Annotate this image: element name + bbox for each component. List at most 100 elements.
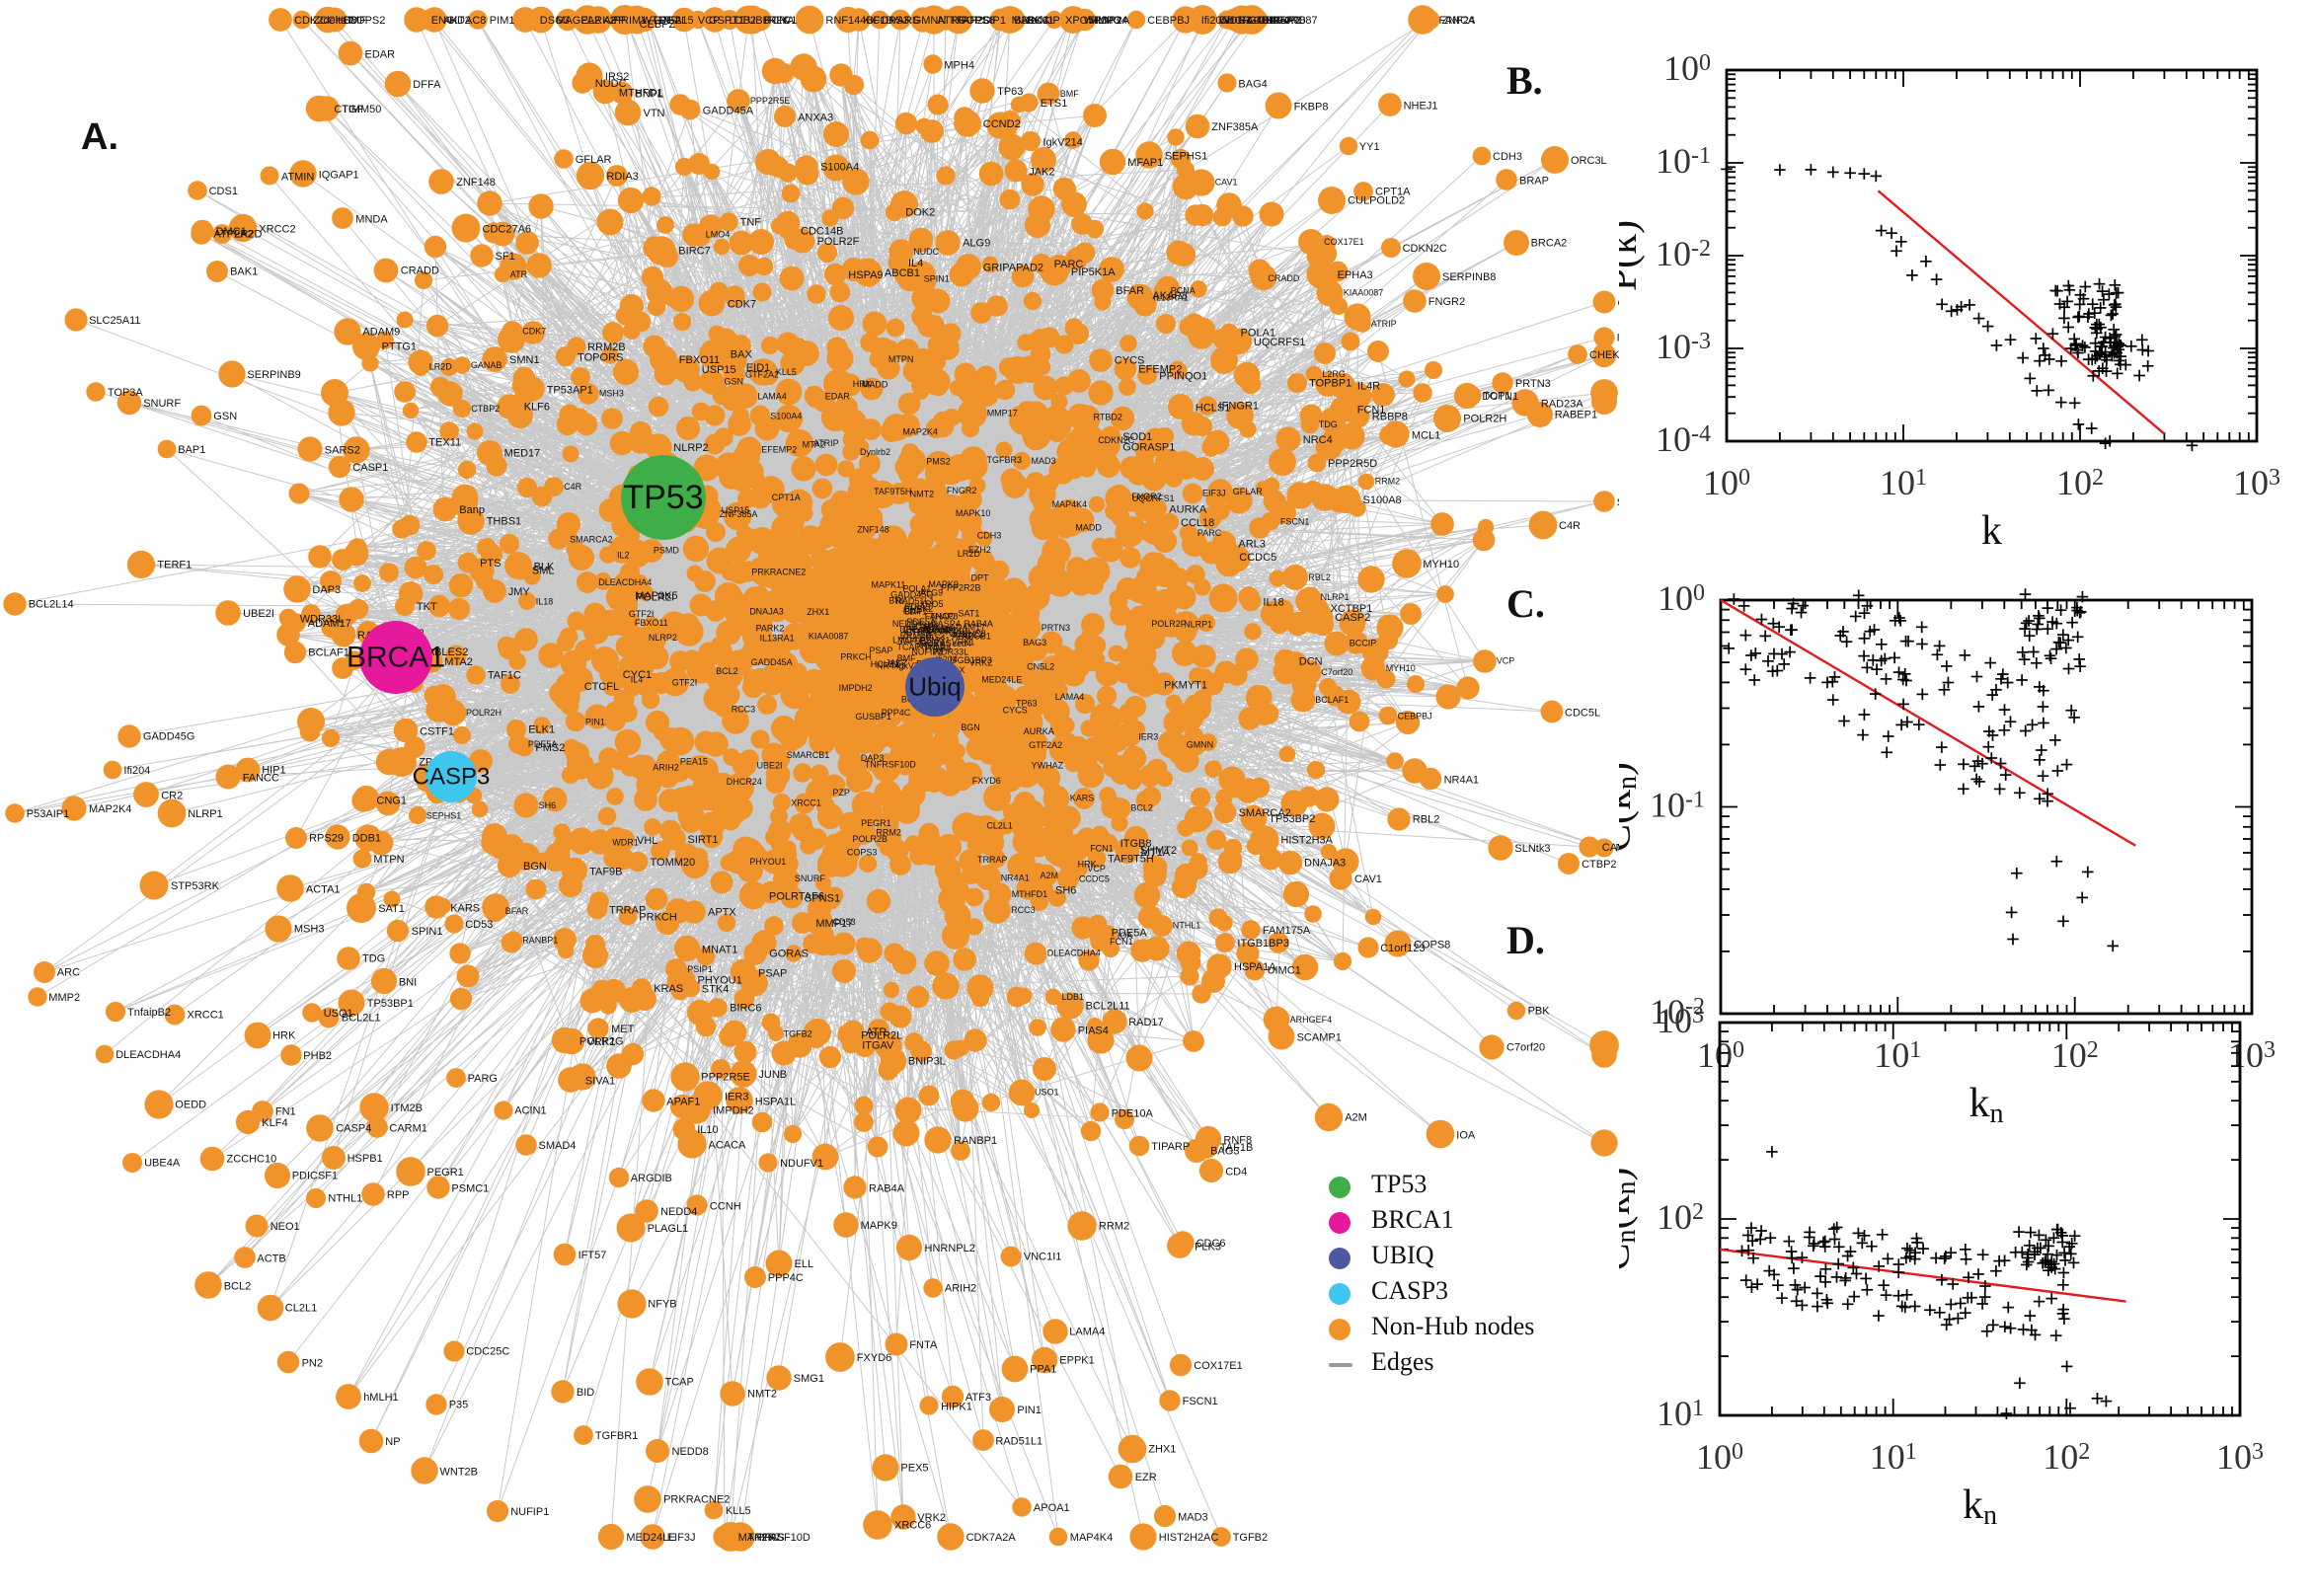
svg-text:SCAMP1: SCAMP1 — [1297, 1031, 1342, 1043]
svg-text:BCL2L11: BCL2L11 — [1086, 1001, 1130, 1013]
svg-text:PHYOU1: PHYOU1 — [698, 975, 742, 987]
svg-text:GADD45A: GADD45A — [703, 105, 754, 116]
svg-text:PPP4C: PPP4C — [768, 1272, 804, 1284]
svg-text:HRK: HRK — [272, 1030, 296, 1042]
svg-text:PRTN3: PRTN3 — [1515, 378, 1551, 390]
svg-text:ETS1: ETS1 — [1041, 98, 1068, 110]
svg-text:L2RG: L2RG — [1322, 369, 1346, 379]
svg-text:PIP5K1A: PIP5K1A — [1071, 266, 1116, 278]
svg-text:LMO4: LMO4 — [706, 230, 731, 240]
svg-text:BIRC6: BIRC6 — [730, 1003, 761, 1015]
svg-text:SHMT2: SHMT2 — [1140, 845, 1177, 857]
svg-text:DNAJA3: DNAJA3 — [749, 606, 784, 616]
svg-text:NHEJ1: NHEJ1 — [1404, 100, 1438, 112]
svg-text:BCLAF1: BCLAF1 — [1315, 695, 1349, 705]
svg-text:JMY: JMY — [508, 586, 531, 598]
svg-text:DCTN1: DCTN1 — [1482, 391, 1518, 403]
svg-text:EIF3J: EIF3J — [1202, 489, 1226, 498]
svg-text:CL2L1: CL2L1 — [986, 820, 1013, 830]
svg-text:VHL: VHL — [637, 835, 657, 847]
svg-text:SLC25A11: SLC25A11 — [89, 315, 140, 327]
svg-text:ACIN1: ACIN1 — [514, 1105, 546, 1117]
svg-text:YWHAZ: YWHAZ — [1032, 761, 1064, 771]
svg-text:CEBPBJ: CEBPBJ — [1398, 712, 1432, 722]
svg-text:USO1: USO1 — [1035, 1088, 1059, 1098]
svg-text:RRM2: RRM2 — [1099, 1221, 1129, 1233]
svg-text:WRN: WRN — [1084, 15, 1110, 27]
svg-text:SEPHS1: SEPHS1 — [1165, 150, 1207, 162]
svg-text:BRAP: BRAP — [1519, 175, 1549, 187]
svg-text:KRAS: KRAS — [921, 641, 946, 650]
svg-text:TAF9B: TAF9B — [589, 866, 622, 877]
svg-text:MED24LE: MED24LE — [626, 1532, 675, 1544]
svg-text:BCLAF1: BCLAF1 — [308, 647, 349, 659]
svg-text:MYH10: MYH10 — [1386, 663, 1416, 673]
svg-text:PRTN3: PRTN3 — [1042, 623, 1070, 633]
svg-text:JAK2: JAK2 — [886, 658, 907, 668]
svg-text:EFEMP2: EFEMP2 — [1138, 364, 1182, 376]
svg-text:IL18: IL18 — [1263, 596, 1283, 608]
svg-text:OEDD: OEDD — [175, 1100, 206, 1111]
svg-text:KIAA0087: KIAA0087 — [1344, 288, 1384, 298]
svg-text:POLR2F: POLR2F — [1151, 619, 1187, 629]
svg-text:BCL2L14: BCL2L14 — [29, 599, 74, 611]
svg-text:ARGDIB: ARGDIB — [631, 1173, 672, 1184]
svg-text:VRK1: VRK1 — [587, 1036, 616, 1048]
svg-text:ZNF385A: ZNF385A — [720, 509, 758, 519]
svg-text:NTHL1: NTHL1 — [1173, 921, 1201, 931]
svg-text:ATR: ATR — [866, 1026, 887, 1038]
svg-text:IER3: IER3 — [1138, 732, 1158, 742]
svg-text:BFAR: BFAR — [505, 906, 529, 916]
svg-text:DHCR24: DHCR24 — [1219, 15, 1263, 27]
svg-text:S100A4: S100A4 — [820, 162, 859, 174]
svg-text:MPH4: MPH4 — [944, 59, 974, 71]
svg-text:FNTA: FNTA — [909, 1339, 938, 1351]
svg-text:FBXO11: FBXO11 — [679, 354, 720, 366]
svg-text:PPP2R5E: PPP2R5E — [701, 1072, 750, 1084]
svg-text:RCC3: RCC3 — [732, 705, 756, 715]
svg-text:PSAP: PSAP — [869, 646, 892, 655]
svg-text:NUDC: NUDC — [913, 247, 939, 257]
svg-text:ZNF148: ZNF148 — [857, 524, 889, 534]
svg-text:SIRT1: SIRT1 — [688, 834, 719, 846]
svg-text:CDS1: CDS1 — [209, 186, 238, 197]
svg-text:Dynlrb2: Dynlrb2 — [860, 447, 890, 457]
svg-text:RDIA3: RDIA3 — [606, 171, 638, 183]
svg-text:CAV1: CAV1 — [1354, 874, 1382, 885]
svg-text:ZHX1: ZHX1 — [807, 607, 829, 617]
svg-text:CDC5L: CDC5L — [1565, 707, 1600, 719]
svg-text:ABCB1: ABCB1 — [885, 267, 920, 279]
svg-text:NTHL1: NTHL1 — [328, 1193, 362, 1205]
svg-text:FXYD6: FXYD6 — [972, 776, 1001, 786]
svg-text:SNURF: SNURF — [795, 874, 826, 883]
svg-text:CEBPZ: CEBPZ — [640, 19, 676, 31]
svg-text:CASP3: CASP3 — [413, 764, 491, 791]
svg-text:TP53AP1: TP53AP1 — [547, 385, 593, 397]
svg-text:GANAB: GANAB — [471, 360, 502, 370]
svg-text:CDK7: CDK7 — [728, 298, 756, 310]
svg-text:RANBP1: RANBP1 — [522, 936, 558, 946]
svg-text:CD53: CD53 — [465, 919, 493, 931]
svg-text:PKMYT1: PKMYT1 — [1164, 680, 1207, 692]
svg-text:SIVA1: SIVA1 — [585, 1075, 615, 1087]
svg-text:EZR: EZR — [1135, 1472, 1157, 1483]
svg-text:RCC3: RCC3 — [1011, 905, 1036, 915]
svg-text:FKBP8: FKBP8 — [1294, 101, 1329, 113]
svg-text:SEPHS1: SEPHS1 — [426, 810, 462, 820]
svg-text:k: k — [1981, 508, 2002, 554]
svg-text:CRADD: CRADD — [401, 266, 439, 277]
svg-text:PARK2: PARK2 — [756, 624, 785, 634]
svg-text:COX17E1: COX17E1 — [1324, 237, 1364, 247]
svg-text:BCL2: BCL2 — [1130, 803, 1153, 813]
svg-text:CSTF1: CSTF1 — [420, 725, 454, 737]
svg-text:SERPINB9: SERPINB9 — [247, 369, 300, 381]
svg-text:TnfaipB2: TnfaipB2 — [127, 1007, 171, 1019]
svg-text:JUNB: JUNB — [758, 1069, 787, 1081]
svg-text:BAK1: BAK1 — [230, 266, 258, 278]
svg-text:TOPORS: TOPORS — [578, 352, 623, 364]
svg-text:IL4R: IL4R — [1357, 381, 1380, 393]
svg-text:IgkV214: IgkV214 — [1043, 136, 1083, 148]
svg-text:TAF1C: TAF1C — [488, 670, 521, 682]
svg-text:HSPA1L: HSPA1L — [755, 1096, 796, 1107]
svg-text:PSIP1: PSIP1 — [687, 964, 713, 974]
